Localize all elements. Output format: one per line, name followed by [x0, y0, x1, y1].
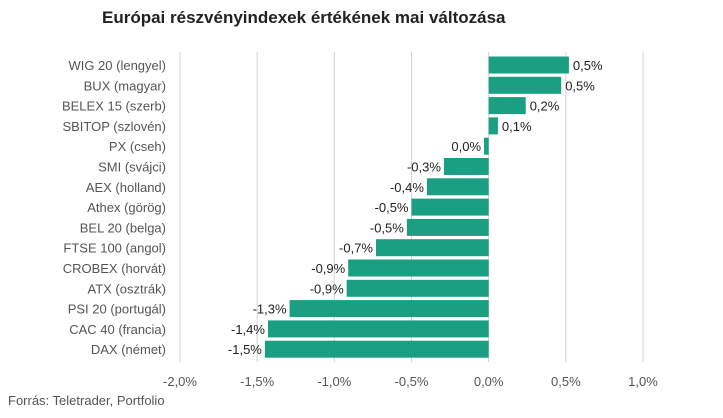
- value-label: -0,7%: [339, 241, 373, 256]
- bar: [346, 279, 489, 297]
- bar: [488, 56, 569, 74]
- x-tick-label: 0,5%: [551, 374, 581, 389]
- x-tick-label: -1,5%: [240, 374, 274, 389]
- category-label: Athex (görög): [87, 200, 166, 215]
- chart-title: Európai részvényindexek értékének mai vá…: [102, 8, 506, 27]
- category-label: BUX (magyar): [84, 78, 166, 93]
- category-label: BELEX 15 (szerb): [62, 99, 166, 114]
- value-label: 0,1%: [502, 119, 532, 134]
- category-label: CAC 40 (francia): [69, 322, 166, 337]
- bar: [264, 340, 489, 358]
- bar: [484, 137, 489, 155]
- bar: [426, 178, 489, 196]
- category-label: CROBEX (horvát): [63, 261, 166, 276]
- category-label: PSI 20 (portugál): [68, 302, 166, 317]
- bar: [348, 259, 489, 277]
- x-axis-tick-labels: -2,0% -1,5% -1,0% -0,5% 0,0% 0,5% 1,0%: [163, 374, 658, 389]
- value-label: -0,4%: [390, 180, 424, 195]
- bars: [264, 56, 569, 358]
- category-label: BEL 20 (belga): [80, 220, 166, 235]
- category-label: ATX (osztrák): [88, 281, 167, 296]
- value-label: -0,9%: [310, 281, 344, 296]
- bar: [443, 158, 489, 175]
- bar: [267, 320, 489, 338]
- x-tick-label: 0,0%: [474, 374, 504, 389]
- x-tick-label: -2,0%: [163, 374, 197, 389]
- category-labels: WIG 20 (lengyel) BUX (magyar) BELEX 15 (sz…: [62, 58, 166, 357]
- bar: [488, 97, 526, 115]
- bar: [289, 300, 489, 318]
- category-label: WIG 20 (lengyel): [68, 58, 166, 73]
- category-label: DAX (német): [91, 342, 166, 357]
- category-label: SBITOP (szlovén): [62, 119, 166, 134]
- value-label: 0,2%: [530, 99, 560, 114]
- category-label: SMI (svájci): [98, 160, 166, 175]
- bar: [376, 239, 489, 257]
- x-tick-label: -1,0%: [317, 374, 351, 389]
- value-label: 0,0%: [451, 139, 481, 154]
- value-label: 0,5%: [573, 58, 603, 73]
- value-label: -1,5%: [228, 342, 262, 357]
- value-labels: 0,5% 0,5% 0,2% 0,1% 0,0% -0,3% -0,4% -0,5% -0,5%…: [228, 58, 603, 357]
- value-label: -1,4%: [231, 322, 265, 337]
- value-label: -1,3%: [253, 302, 287, 317]
- category-label: PX (cseh): [109, 139, 166, 154]
- value-label: -0,5%: [375, 200, 409, 215]
- bar: [406, 218, 489, 236]
- value-label: -0,9%: [311, 261, 345, 276]
- x-tick-label: -0,5%: [395, 374, 429, 389]
- source-note: Forrás: Teletrader, Portfolio: [8, 393, 165, 408]
- bar: [488, 76, 562, 94]
- bar: [488, 117, 498, 135]
- value-label: -0,5%: [370, 220, 404, 235]
- category-label: FTSE 100 (angol): [63, 241, 166, 256]
- bar: [411, 198, 489, 216]
- category-label: AEX (holland): [86, 180, 166, 195]
- value-label: -0,3%: [407, 160, 441, 175]
- value-label: 0,5%: [565, 78, 595, 93]
- x-tick-label: 1,0%: [628, 374, 658, 389]
